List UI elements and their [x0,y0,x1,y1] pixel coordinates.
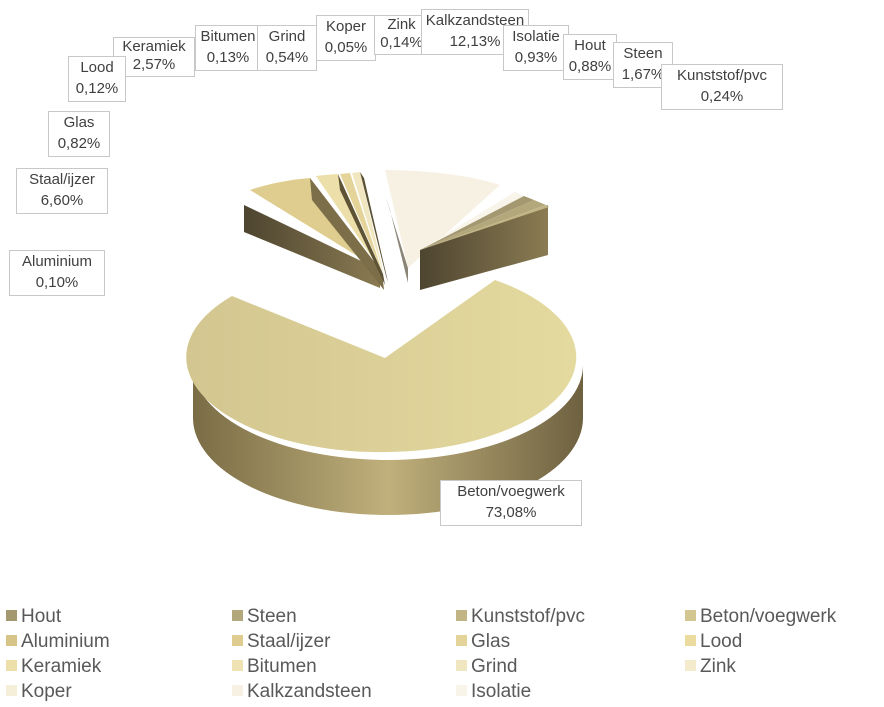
legend-swatch [232,685,243,696]
legend-item-keramiek: Keramiek [6,656,101,678]
slice-kunststof-top [420,205,549,250]
legend-item-hout: Hout [6,606,61,628]
data-label-staal-ijzer: Staal/ijzer 6,60% [16,168,108,214]
slice-right-front [420,205,548,290]
slice-kalkzandsteen-top [385,170,500,268]
slice-staal-ijzer-side [244,205,380,288]
legend-swatch [6,635,17,646]
legend-item-steen: Steen [232,606,297,628]
data-label-beton-voegwerk: Beton/voegwerk 73,08% [440,480,582,526]
slice-kalkzandsteen [385,170,500,283]
legend-item-grind: Grind [456,656,517,678]
legend-item-beton-voegwerk: Beton/voegwerk [685,606,836,628]
legend-item-lood: Lood [685,631,742,653]
slice-beton-voegwerk-top [186,280,577,453]
slice-glas-top [340,173,383,274]
legend-swatch [456,635,467,646]
legend-swatch [6,685,17,696]
slice-beton-voegwerk [186,280,583,515]
legend-item-aluminium: Aluminium [6,631,110,653]
slice-beton-voegwerk-side [193,365,583,515]
legend-swatch [232,635,243,646]
data-label-isolatie: Isolatie 0,93% [503,25,569,71]
slice-steen-top [420,200,546,250]
slice-group-right [420,192,549,290]
data-label-glas: Glas 0,82% [48,111,110,157]
data-label-hout: Hout 0,88% [563,34,617,80]
legend-swatch [685,610,696,621]
slice-staal-ijzer-top [250,178,380,270]
legend-swatch [456,685,467,696]
legend-swatch [685,635,696,646]
legend: Hout Steen Kunststof/pvc Beton/voegwerk … [0,604,884,707]
data-label-kunststof-pvc: Kunststof/pvc 0,24% [661,64,783,110]
data-label-aluminium: Aluminium 0,10% [9,250,105,296]
slice-small-sides-3 [360,172,388,282]
data-label-zink: Zink 0,14% [374,15,429,55]
legend-item-koper: Koper [6,681,72,703]
legend-swatch [456,660,467,671]
data-label-keramiek: Keramiek 2,57% [113,37,195,77]
slice-hout-top [420,196,534,250]
legend-item-glas: Glas [456,631,510,653]
slice-group-left [244,172,388,290]
slice-isolatie-top [420,192,524,250]
slice-keramiek-top [316,174,382,272]
legend-item-isolatie: Isolatie [456,681,531,703]
slice-small-sides-2 [338,174,385,285]
slice-small-sides [310,178,384,290]
legend-swatch [685,660,696,671]
legend-item-staal-ijzer: Staal/ijzer [232,631,330,653]
slice-grind-top [352,172,384,275]
legend-swatch [456,610,467,621]
data-label-bitumen: Bitumen 0,13% [195,25,261,71]
legend-item-bitumen: Bitumen [232,656,317,678]
data-label-koper: Koper 0,05% [316,15,376,61]
legend-swatch [232,660,243,671]
legend-item-kunststof-pvc: Kunststof/pvc [456,606,585,628]
legend-swatch [6,660,17,671]
data-label-lood: Lood 0,12% [68,56,126,102]
legend-swatch [6,610,17,621]
legend-item-zink: Zink [685,656,736,678]
legend-item-kalkzandsteen: Kalkzandsteen [232,681,372,703]
data-label-grind: Grind 0,54% [257,25,317,71]
legend-swatch [232,610,243,621]
